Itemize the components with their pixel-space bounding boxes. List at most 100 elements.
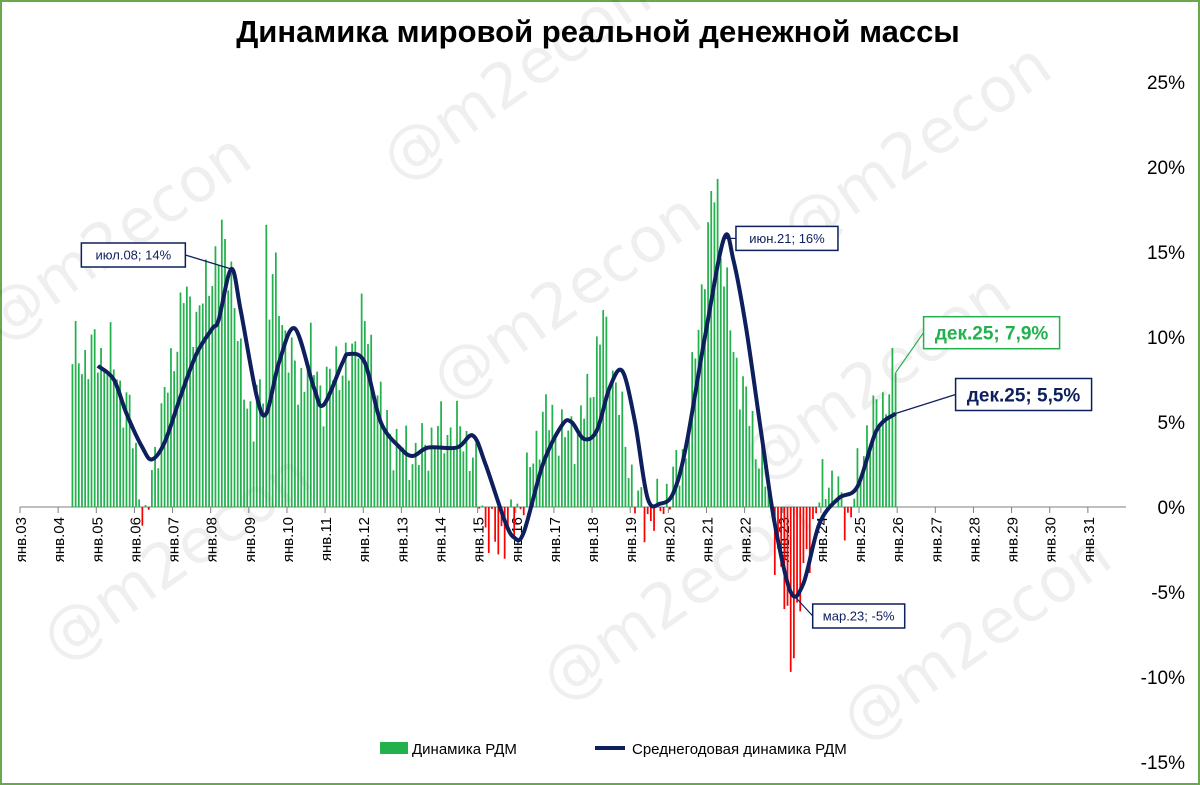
x-tick-label: янв.10 [280, 517, 297, 562]
bar [732, 351, 735, 507]
bar [869, 447, 872, 507]
x-tick-label: янв.14 [433, 517, 450, 562]
annotation-box [954, 377, 1093, 412]
bar [405, 425, 408, 507]
x-tick-label: янв.17 [547, 517, 564, 562]
bar [462, 451, 465, 507]
x-tick-label: янв.13 [394, 517, 411, 562]
x-tick-label: янв.09 [242, 517, 259, 562]
bar [414, 442, 417, 507]
bar [621, 391, 624, 507]
annotation-box [922, 315, 1061, 350]
bar [154, 446, 156, 507]
bar [611, 370, 614, 507]
chart-title: Динамика мировой реальной денежной массы [236, 14, 960, 49]
bar [719, 258, 722, 507]
bar [808, 507, 811, 573]
bar [726, 267, 729, 507]
bar [583, 418, 585, 507]
annotation-box [80, 242, 187, 268]
bar [487, 507, 490, 553]
bar [430, 427, 433, 507]
bar [440, 401, 442, 507]
bar [77, 363, 80, 507]
bar [402, 447, 404, 507]
bar [634, 507, 636, 514]
y-tick-label: 5% [1158, 413, 1186, 434]
bar [805, 507, 808, 550]
bar [357, 358, 360, 507]
bar [208, 295, 210, 507]
bar [322, 426, 325, 507]
bar [656, 478, 659, 507]
bar [176, 351, 179, 507]
bar [389, 433, 392, 507]
bar [627, 478, 630, 507]
bar [449, 427, 452, 507]
x-tick-label: янв.04 [51, 517, 68, 562]
bar [615, 382, 617, 507]
bar [862, 456, 865, 507]
bar [125, 392, 128, 507]
bar [538, 459, 541, 507]
bar [392, 470, 395, 507]
x-tick-label: янв.15 [471, 517, 488, 562]
bar [878, 428, 881, 507]
y-tick-label: 10% [1147, 328, 1185, 349]
bar [313, 375, 315, 507]
bar [643, 507, 646, 543]
annotation-label: июл.08; 14% [96, 248, 172, 263]
bar [160, 403, 163, 507]
annotation-label: дек.25; 7,9% [935, 324, 1049, 345]
bar [103, 369, 106, 507]
bar [545, 394, 547, 507]
x-tick-label: янв.03 [13, 517, 30, 562]
bar [570, 416, 573, 507]
bar [262, 403, 265, 507]
x-tick-label: янв.29 [1005, 517, 1022, 562]
bar [640, 487, 643, 507]
bar [459, 426, 462, 507]
bar [535, 430, 538, 507]
bar [694, 358, 697, 507]
y-tick-label: -15% [1141, 753, 1185, 774]
bar [246, 408, 249, 507]
bar [119, 380, 121, 507]
bar [608, 384, 611, 507]
x-tick-label: янв.21 [699, 517, 716, 562]
bar [74, 321, 77, 507]
bar [818, 502, 821, 507]
bar [240, 338, 242, 507]
bar [328, 368, 331, 507]
bar [303, 391, 306, 507]
bar [551, 404, 554, 507]
bar [265, 224, 268, 508]
bar [554, 435, 557, 507]
bar [548, 430, 551, 507]
bar [230, 261, 233, 507]
bar [287, 372, 290, 507]
bar [491, 507, 493, 509]
bar [561, 409, 563, 507]
bar [688, 431, 690, 507]
bar [255, 384, 258, 507]
y-tick-label: -10% [1141, 668, 1185, 689]
bar [344, 342, 347, 507]
bar [519, 507, 522, 510]
bar [100, 347, 102, 507]
bar [812, 507, 814, 520]
bar [723, 286, 725, 507]
avg-line [96, 232, 897, 599]
bar [888, 394, 891, 507]
bar [834, 506, 837, 507]
y-tick-label: 25% [1147, 73, 1185, 94]
bar [510, 499, 512, 507]
bar [856, 448, 859, 507]
bar [278, 315, 280, 507]
x-tick-label: янв.30 [1043, 517, 1060, 562]
bar [217, 265, 220, 507]
bar [383, 426, 385, 507]
bar [859, 479, 862, 507]
bar [446, 434, 449, 507]
bar [764, 486, 767, 507]
